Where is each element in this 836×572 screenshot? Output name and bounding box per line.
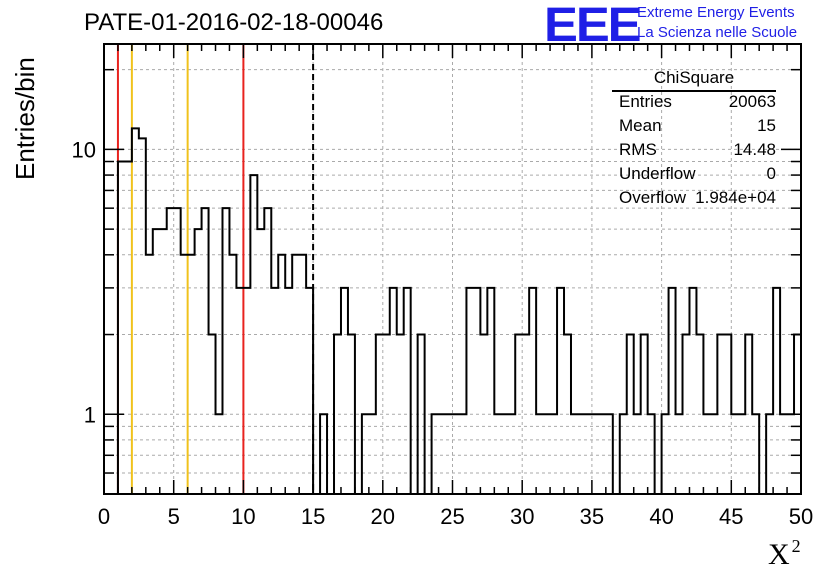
stats-title: ChiSquare <box>612 66 776 92</box>
y-tick-label: 10 <box>72 137 96 162</box>
logo-line-1: Extreme Energy Events <box>637 4 795 21</box>
logo-line-2: La Scienza nelle Scuole <box>637 24 798 41</box>
x-tick-label: 40 <box>649 504 673 529</box>
stats-value: 14.48 <box>733 140 776 159</box>
eee-logo: EEE <box>544 0 642 52</box>
x-axis-label-base: X <box>768 538 790 571</box>
stats-value: 0 <box>766 164 776 183</box>
stats-key: Entries <box>619 92 672 111</box>
stats-key: Overflow <box>619 188 687 207</box>
y-axis-label: Entries/bin <box>10 57 40 180</box>
x-tick-label: 25 <box>440 504 464 529</box>
histogram-series <box>104 127 801 495</box>
stats-key: RMS <box>619 140 657 159</box>
stats-key: Underflow <box>619 164 696 183</box>
stats-box: ChiSquare Entries 20063 Mean 15 RMS 14.4… <box>612 66 778 212</box>
x-tick-label: 5 <box>168 504 180 529</box>
x-tick-label: 15 <box>301 504 325 529</box>
axes: 0 5 10 15 20 25 30 35 40 45 50 1 10 <box>72 44 813 529</box>
x-tick-label: 30 <box>510 504 534 529</box>
x-tick-label: 10 <box>231 504 255 529</box>
x-tick-label: 20 <box>371 504 395 529</box>
x-tick-label: 50 <box>789 504 813 529</box>
x-tick-label: 0 <box>98 504 110 529</box>
x-tick-label: 35 <box>580 504 604 529</box>
stats-value: 1.984e+04 <box>695 188 776 207</box>
stats-key: Mean <box>619 116 662 135</box>
y-tick-label: 1 <box>84 402 96 427</box>
stats-value: 15 <box>757 116 776 135</box>
stats-row-underflow: Underflow 0 <box>619 162 776 186</box>
stats-row-mean: Mean 15 <box>619 114 776 138</box>
stats-row-entries: Entries 20063 <box>619 90 776 114</box>
chart-title: PATE-01-2016-02-18-00046 <box>84 9 384 36</box>
stats-row-rms: RMS 14.48 <box>619 138 776 162</box>
x-axis-label-superscript: 2 <box>791 536 801 556</box>
grid <box>104 44 801 494</box>
stats-row-overflow: Overflow 1.984e+04 <box>619 186 776 210</box>
stats-value: 20063 <box>728 92 776 111</box>
x-tick-label: 45 <box>719 504 743 529</box>
